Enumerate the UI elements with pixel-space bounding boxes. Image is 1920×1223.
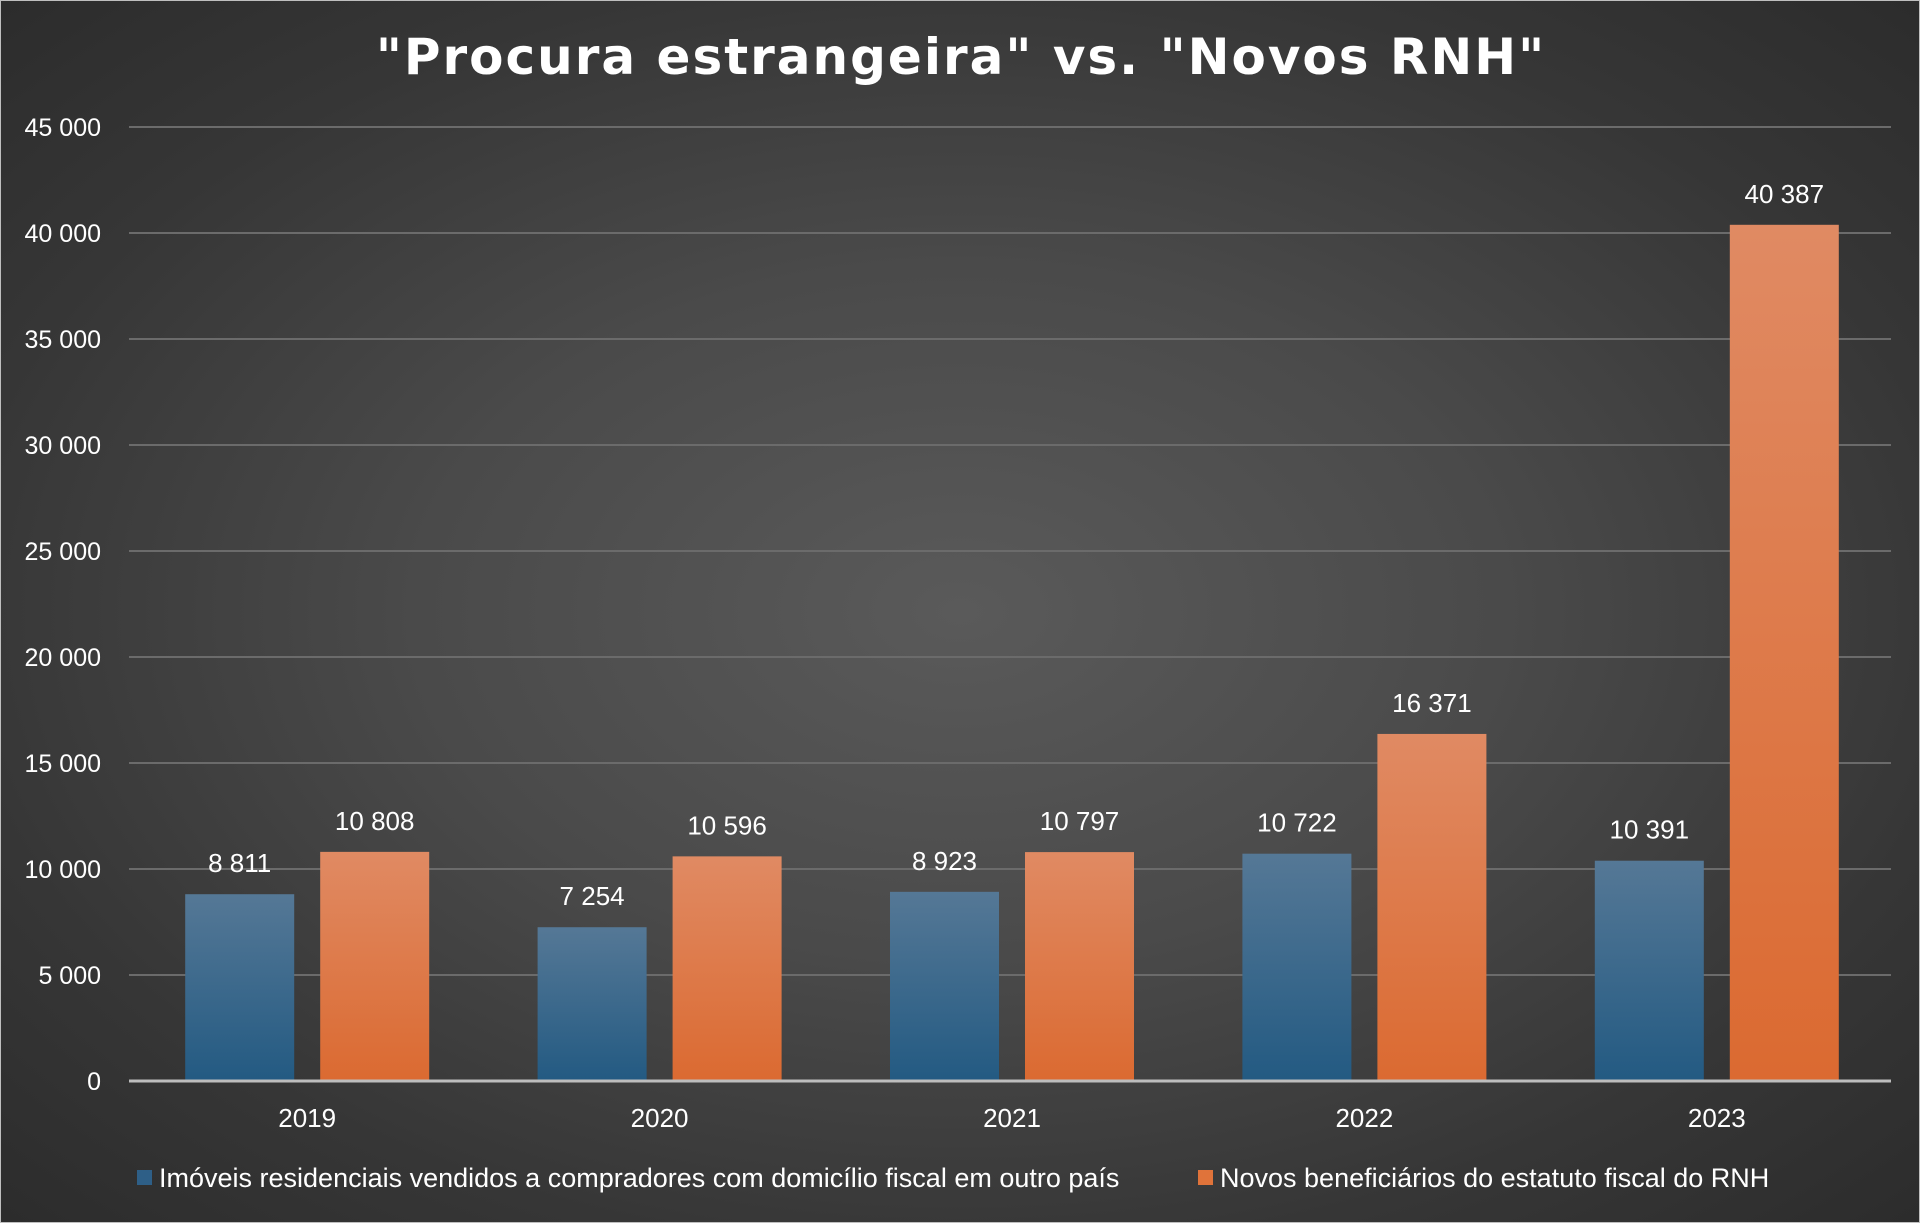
legend-swatch-blue (137, 1170, 152, 1185)
y-tick-label: 30 000 (25, 432, 101, 460)
bar-series-1-2021 (890, 891, 999, 1081)
y-tick-label: 15 000 (25, 750, 101, 778)
x-category-label: 2020 (631, 1103, 689, 1133)
bar-series-1-2022 (1242, 853, 1352, 1081)
data-label-series-1-2023: 10 391 (1610, 815, 1690, 845)
bar-series-2-2023 (1729, 224, 1839, 1081)
y-tick-label: 35 000 (25, 326, 101, 354)
bar-series-2-2021 (1025, 852, 1134, 1081)
bar-series-2-2022 (1377, 733, 1487, 1081)
data-label-series-1-2019: 8 811 (208, 848, 271, 878)
x-axis-category-labels: 2019 2020 2021 2022 2023 (278, 1103, 1745, 1133)
x-category-label: 2022 (1335, 1103, 1393, 1133)
bar-series-2-2019 (320, 851, 430, 1081)
legend-label-series-2: Novos beneficiários do estatuto fiscal d… (1220, 1163, 1769, 1193)
y-tick-label: 45 000 (25, 114, 101, 142)
y-tick-label: 5 000 (38, 962, 101, 990)
y-tick-label: 10 000 (25, 856, 101, 884)
y-tick-label: 25 000 (25, 538, 101, 566)
bars (185, 224, 1839, 1081)
y-tick-label: 40 000 (25, 220, 101, 248)
data-label-series-1-2021: 8 923 (912, 846, 977, 876)
y-axis-tick-labels: 0 5 000 10 000 15 000 20 000 25 000 30 000 35 0… (25, 114, 101, 1096)
data-label-series-2-2021: 10 797 (1040, 806, 1120, 836)
legend-label-series-1: Imóveis residenciais vendidos a comprado… (159, 1163, 1119, 1193)
x-category-label: 2023 (1688, 1103, 1746, 1133)
bar-series-2-2020 (672, 856, 782, 1081)
data-label-series-2-2023: 40 387 (1745, 179, 1825, 209)
bar-series-1-2023 (1594, 860, 1704, 1081)
data-label-series-2-2020: 10 596 (687, 810, 767, 840)
x-category-label: 2021 (983, 1103, 1041, 1133)
bar-series-1-2020 (537, 927, 647, 1081)
data-label-series-1-2020: 7 254 (560, 881, 625, 911)
data-label-series-2-2019: 10 808 (335, 806, 415, 836)
y-tick-label: 0 (87, 1068, 101, 1096)
chart-title: "Procura estrangeira" vs. "Novos RNH" (376, 28, 1546, 86)
legend-entry-series-1: Imóveis residenciais vendidos a comprado… (137, 1163, 1119, 1193)
x-category-label: 2019 (278, 1103, 336, 1133)
data-labels: 8 811 10 808 7 254 10 596 8 923 10 797 10 722 1… (208, 179, 1824, 911)
legend: Imóveis residenciais vendidos a comprado… (137, 1163, 1769, 1193)
legend-entry-series-2: Novos beneficiários do estatuto fiscal d… (1198, 1163, 1769, 1193)
legend-swatch-orange (1198, 1170, 1213, 1185)
y-tick-label: 20 000 (25, 644, 101, 672)
data-label-series-1-2022: 10 722 (1257, 808, 1337, 838)
data-label-series-2-2022: 16 371 (1392, 688, 1472, 718)
gridlines (129, 126, 1891, 976)
bar-series-1-2019 (185, 894, 295, 1081)
